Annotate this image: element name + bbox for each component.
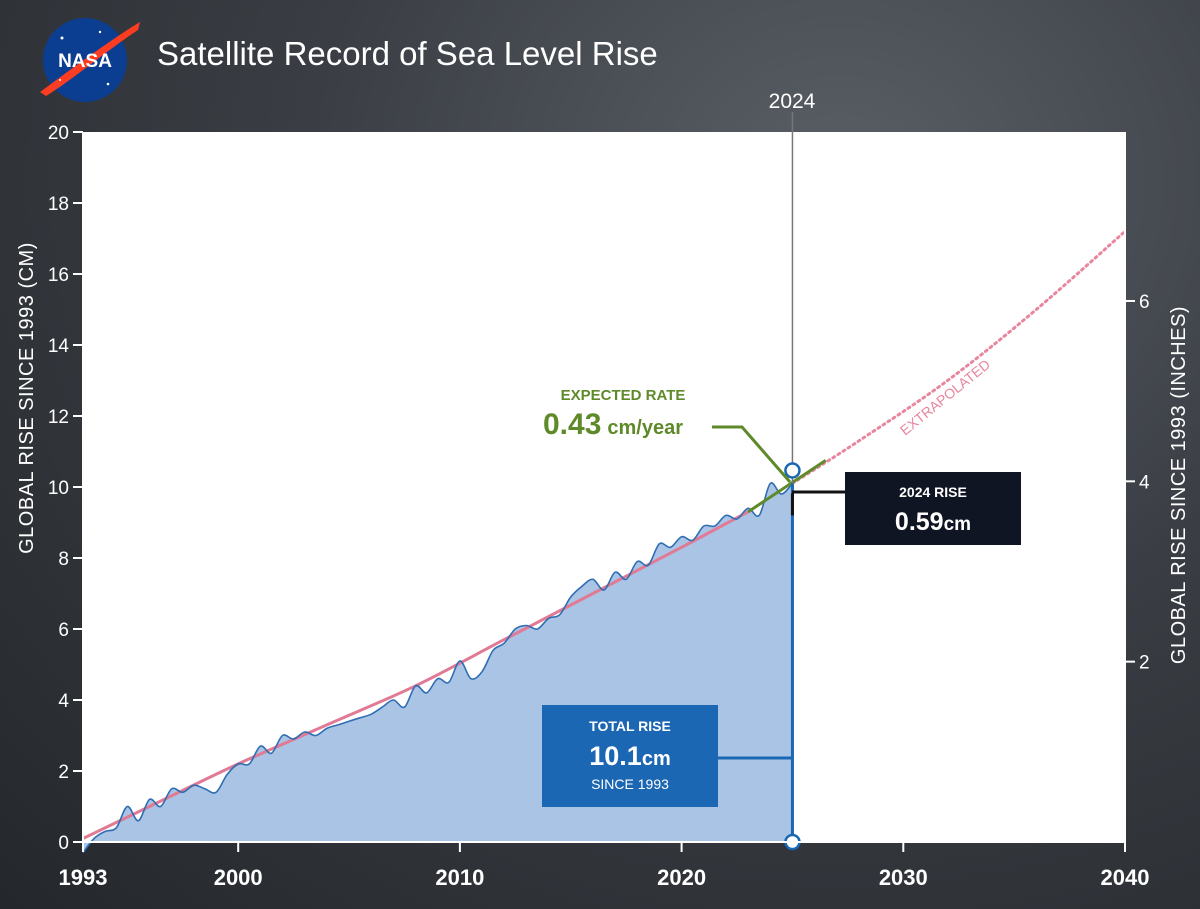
extrapolated-line bbox=[790, 229, 1127, 485]
x-tick-label: 2000 bbox=[214, 865, 263, 890]
y-tick-label: 0 bbox=[58, 833, 69, 854]
total-rise-value: 10.1 bbox=[589, 741, 642, 771]
y-tick-label: 20 bbox=[48, 123, 69, 144]
y-tick-label: 4 bbox=[58, 691, 69, 712]
y-tick-label: 2 bbox=[58, 762, 69, 783]
y-axis-title-right: GLOBAL RISE SINCE 1993 (INCHES) bbox=[1168, 306, 1190, 664]
rise-2024-label: 2024 RISE bbox=[899, 484, 967, 500]
expected-rate-leader bbox=[712, 425, 792, 483]
y-right-tick-label: 6 bbox=[1139, 292, 1150, 313]
marker-top-circle bbox=[784, 462, 801, 479]
expected-rate-readout: 0.43 cm/year bbox=[543, 408, 683, 441]
rise-2024-box-bg bbox=[845, 472, 1021, 545]
x-tick-label: 2010 bbox=[435, 865, 484, 890]
rise-2024-readout: 0.59cm bbox=[895, 508, 971, 536]
y-tick-label: 10 bbox=[48, 478, 69, 499]
y-tick-label: 14 bbox=[48, 336, 70, 357]
x-tick-label: 2040 bbox=[1101, 865, 1150, 890]
total-rise-readout: 10.1cm bbox=[589, 741, 670, 771]
total-rise-box: TOTAL RISE 10.1cm SINCE 1993 bbox=[542, 705, 718, 807]
y-tick-label: 8 bbox=[58, 549, 69, 570]
y-right-tick-label: 4 bbox=[1139, 472, 1150, 493]
expected-rate-value: 0.43 bbox=[543, 408, 601, 441]
y-right-tick-label: 2 bbox=[1139, 653, 1150, 674]
expected-rate-line bbox=[747, 459, 827, 514]
expected-rate-unit: cm/year bbox=[607, 417, 683, 439]
nasa-swoosh-icon bbox=[40, 22, 140, 96]
y-tick-label: 16 bbox=[48, 265, 69, 286]
observed-line bbox=[82, 482, 794, 854]
total-rise-sub: SINCE 1993 bbox=[591, 776, 669, 792]
chart-title: Satellite Record of Sea Level Rise bbox=[157, 35, 658, 72]
x-tick-label: 1993 bbox=[59, 865, 108, 890]
total-rise-unit: cm bbox=[642, 748, 671, 770]
expected-rate-label: EXPECTED RATE bbox=[561, 387, 686, 404]
y-axis-title-left: GLOBAL RISE SINCE 1993 (CM) bbox=[16, 242, 38, 554]
y-tick-label: 6 bbox=[58, 620, 69, 641]
y-tick-label: 18 bbox=[48, 194, 69, 215]
total-rise-box-bg bbox=[542, 705, 718, 807]
x-tick-label: 2030 bbox=[879, 865, 928, 890]
nasa-logo-text: NASA bbox=[58, 51, 112, 72]
rise-2024-box: 2024 RISE 0.59cm bbox=[845, 472, 1021, 545]
x-tick-label: 2020 bbox=[657, 865, 706, 890]
marker-year-label: 2024 bbox=[769, 90, 816, 113]
y-tick-label: 12 bbox=[48, 407, 69, 428]
axis-layer: 0 2 4 6 8 10 12 14 16 18 20 2 4 6 1993 2000 2010 2020 2030… bbox=[48, 123, 1150, 890]
total-rise-label: TOTAL RISE bbox=[589, 718, 671, 734]
rise-2024-value: 0.59 bbox=[895, 508, 944, 536]
nasa-logo: NASA bbox=[40, 18, 140, 102]
rise-2024-unit: cm bbox=[944, 514, 971, 535]
